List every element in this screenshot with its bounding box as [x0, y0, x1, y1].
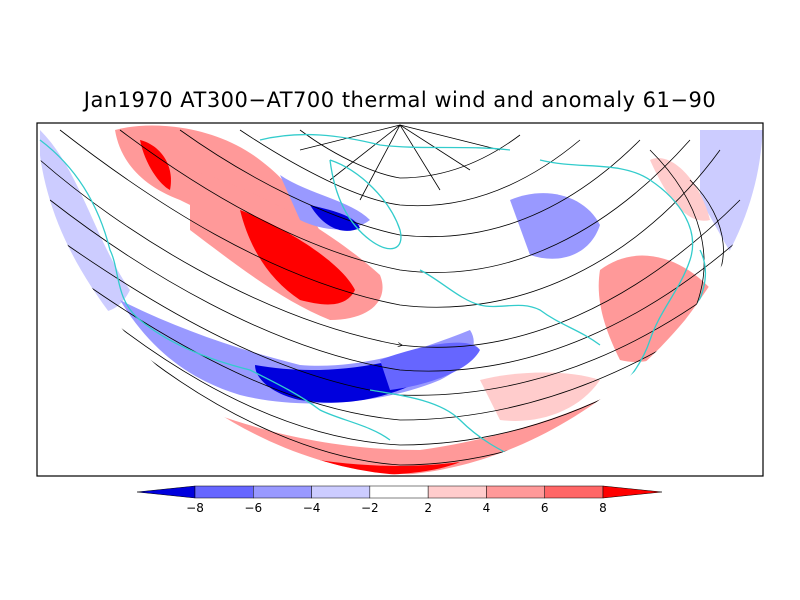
coastline-greenland	[329, 159, 402, 250]
map-frame	[36, 122, 764, 477]
streamline	[119, 129, 691, 273]
streamline	[39, 159, 741, 348]
anomaly-region-russia	[510, 193, 600, 259]
colorbar-arrow-high	[602, 485, 663, 499]
colorbar-tick-label: −2	[360, 501, 379, 515]
streamline	[399, 124, 441, 191]
streamline	[49, 199, 751, 372]
streamline	[329, 124, 401, 181]
colorbar-swatch	[544, 485, 604, 499]
anomaly-region-labrador-core	[310, 205, 360, 231]
map-title: Jan1970 AT300−AT700 thermal wind and ano…	[83, 88, 717, 112]
colorbar	[136, 485, 663, 499]
colorbar-tick-label: 8	[599, 501, 607, 515]
anomaly-region-hudson-bay	[240, 210, 355, 305]
anomaly-region-alaska-core	[140, 140, 171, 190]
streamline	[649, 149, 705, 321]
colorbar-tick-label: 6	[540, 501, 549, 515]
streamline	[299, 129, 521, 179]
anomaly-region-north-africa	[380, 342, 480, 390]
streamline	[239, 129, 581, 207]
coastline-arctic	[259, 133, 511, 151]
streamline	[359, 124, 401, 201]
colorbar-tick-label: 4	[482, 501, 491, 515]
coastline-asia	[539, 159, 694, 411]
colorbar-tick-label: 2	[424, 501, 432, 515]
colorbar-tick-label: −8	[186, 501, 204, 515]
colorbar-swatch	[311, 485, 371, 499]
anomaly-field	[37, 123, 763, 475]
colorbar-swatch	[486, 485, 545, 499]
streamline	[299, 124, 401, 151]
streamline	[399, 124, 501, 151]
coastlines	[39, 133, 707, 461]
streamline	[179, 129, 641, 238]
coastline-north-america	[39, 139, 391, 441]
anomaly-region-africa	[480, 372, 600, 421]
colorbar-swatch	[253, 485, 312, 499]
colorbar-swatch	[194, 485, 254, 499]
colorbar-tick-label: −6	[244, 501, 263, 515]
colorbar-swatch	[427, 485, 487, 499]
colorbar-arrow-low	[136, 485, 196, 499]
anomaly-region-east-asia	[650, 158, 710, 221]
colorbar-tick-label: −4	[302, 501, 321, 515]
streamline	[59, 129, 721, 308]
coastline-europe	[419, 269, 601, 346]
coastline-africa	[369, 389, 521, 461]
colorbar-swatch	[369, 485, 429, 499]
